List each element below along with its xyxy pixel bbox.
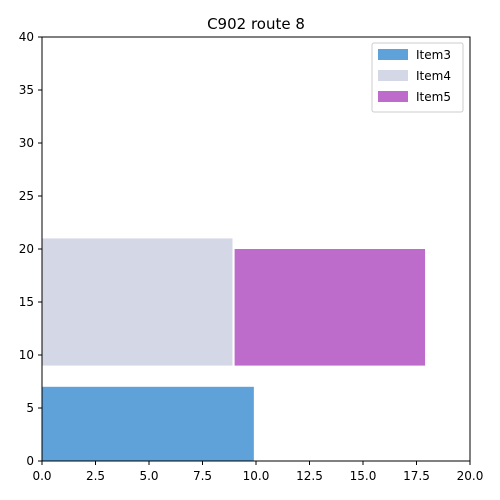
chart-title: C902 route 8: [207, 15, 305, 33]
legend: Item3 Item4 Item5: [371, 42, 464, 113]
legend-swatch-item4: [378, 70, 408, 81]
x-tick-label: 5.0: [139, 469, 158, 483]
legend-swatch-item3: [378, 49, 408, 60]
legend-label-item4: Item4: [416, 69, 451, 83]
x-axis: 0.0 2.5 5.0 7.5 10.0 12.5 15.0 17.5 20.0: [32, 461, 483, 483]
y-tick-label: 20: [19, 242, 34, 256]
y-tick-label: 10: [19, 348, 34, 362]
bar-item3: [42, 386, 254, 461]
bar-item5: [234, 249, 426, 366]
y-tick-label: 30: [19, 136, 34, 150]
legend-swatch-item5: [378, 91, 408, 102]
x-tick-label: 2.5: [86, 469, 105, 483]
x-tick-label: 20.0: [457, 469, 484, 483]
x-tick-label: 12.5: [296, 469, 323, 483]
legend-label-item5: Item5: [416, 90, 451, 104]
y-tick-label: 0: [26, 454, 34, 468]
legend-label-item3: Item3: [416, 48, 451, 62]
x-tick-label: 0.0: [32, 469, 51, 483]
y-tick-label: 35: [19, 83, 34, 97]
x-tick-label: 15.0: [350, 469, 377, 483]
bar-item4: [42, 238, 233, 366]
y-tick-label: 40: [19, 30, 34, 44]
x-tick-label: 10.0: [243, 469, 270, 483]
bars-layer: [42, 238, 426, 461]
y-tick-label: 5: [26, 401, 34, 415]
y-tick-label: 25: [19, 189, 34, 203]
x-tick-label: 17.5: [403, 469, 430, 483]
x-tick-label: 7.5: [193, 469, 212, 483]
y-axis: 0 5 10 15 20 25 30 35 40: [19, 30, 42, 468]
y-tick-label: 15: [19, 295, 34, 309]
